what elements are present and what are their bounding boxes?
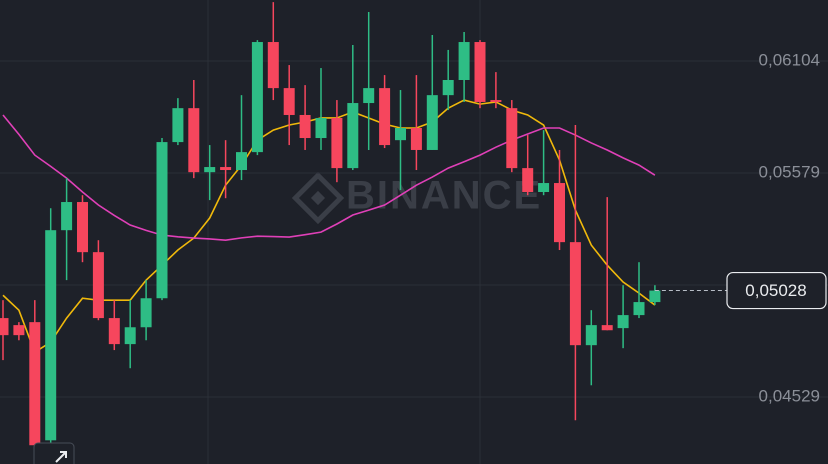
candle-body bbox=[363, 88, 375, 104]
candle-body bbox=[585, 325, 597, 346]
y-tick-label: 0,05579 bbox=[759, 162, 820, 181]
candle-body bbox=[379, 88, 391, 146]
candle-body bbox=[0, 318, 9, 336]
candle-body bbox=[633, 302, 645, 316]
candle-body bbox=[442, 80, 454, 96]
candle-body bbox=[188, 108, 200, 173]
candle-body bbox=[29, 322, 41, 446]
candle-body bbox=[538, 183, 550, 192]
candle-body bbox=[77, 202, 88, 253]
candle-body bbox=[554, 183, 565, 243]
y-tick-label: 0,04529 bbox=[759, 386, 820, 405]
candle-body bbox=[458, 42, 470, 80]
candle-body bbox=[45, 230, 57, 441]
candle-body bbox=[315, 117, 327, 139]
candle-body bbox=[267, 42, 279, 89]
current-price-box bbox=[726, 271, 827, 310]
candle-body bbox=[601, 325, 613, 331]
candle-body bbox=[156, 142, 168, 299]
candle-body bbox=[172, 108, 184, 143]
candle-body bbox=[474, 42, 486, 102]
candle-body bbox=[108, 318, 120, 345]
watermark-logo bbox=[291, 171, 345, 225]
candle-body bbox=[140, 298, 152, 328]
candle-body bbox=[395, 128, 406, 141]
candle-body bbox=[617, 315, 629, 329]
candle-body bbox=[13, 325, 25, 336]
candle-body bbox=[92, 252, 104, 319]
candle-body bbox=[410, 128, 422, 150]
watermark: BINANCE bbox=[346, 174, 542, 218]
candle-body bbox=[522, 168, 534, 192]
y-tick-label: 0,06104 bbox=[759, 50, 820, 69]
moving-average-line bbox=[2, 114, 656, 242]
candle-body bbox=[649, 290, 661, 303]
candle-body bbox=[331, 117, 343, 169]
candle-body bbox=[490, 100, 502, 102]
candle-body bbox=[220, 167, 232, 171]
candle-body bbox=[347, 103, 359, 169]
candle-body bbox=[236, 152, 247, 171]
candle-body bbox=[569, 242, 581, 346]
candle-body bbox=[204, 167, 216, 173]
candle-body bbox=[426, 95, 438, 150]
candle-body bbox=[251, 42, 263, 153]
candle-body bbox=[61, 202, 73, 231]
candle-body bbox=[299, 114, 311, 139]
candle-body bbox=[283, 88, 295, 115]
moving-average-line bbox=[2, 99, 656, 354]
current-price-label: 0,05028 bbox=[745, 281, 806, 300]
expand-icon[interactable] bbox=[33, 442, 75, 464]
candle-body bbox=[506, 108, 518, 169]
candle-body bbox=[124, 327, 136, 345]
